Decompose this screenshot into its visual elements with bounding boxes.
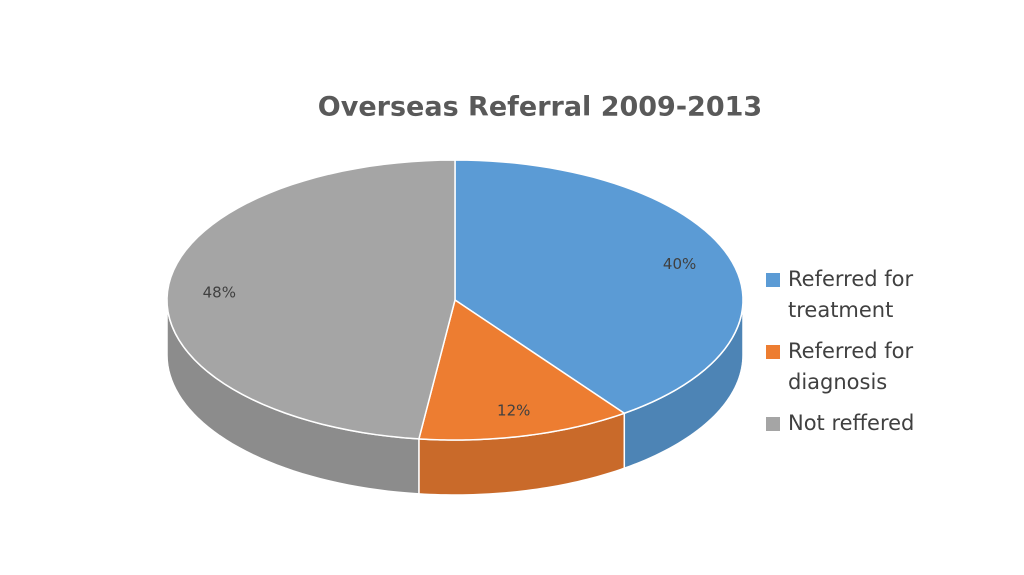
legend-swatch [766,273,780,287]
slice [417,298,626,441]
tops [166,159,744,441]
slice [166,159,456,440]
legend-label: Not reffered [788,411,915,435]
data-label: 40% [663,255,696,273]
legend-item: Referred for treatment [766,264,926,326]
legend-label: Referred for diagnosis [788,339,914,394]
legend-label: Referred for treatment [788,267,914,322]
legend: Referred for treatment Referred for diagn… [766,264,926,449]
data-label: 48% [203,283,236,301]
legend-swatch [766,417,780,431]
legend-swatch [766,345,780,359]
legend-item: Referred for diagnosis [766,336,926,398]
chart-title: Overseas Referral 2009-2013 [318,92,762,123]
sides [166,299,744,496]
legend-item: Not reffered [766,408,926,439]
slice [454,159,744,415]
data-label: 12% [497,402,530,420]
